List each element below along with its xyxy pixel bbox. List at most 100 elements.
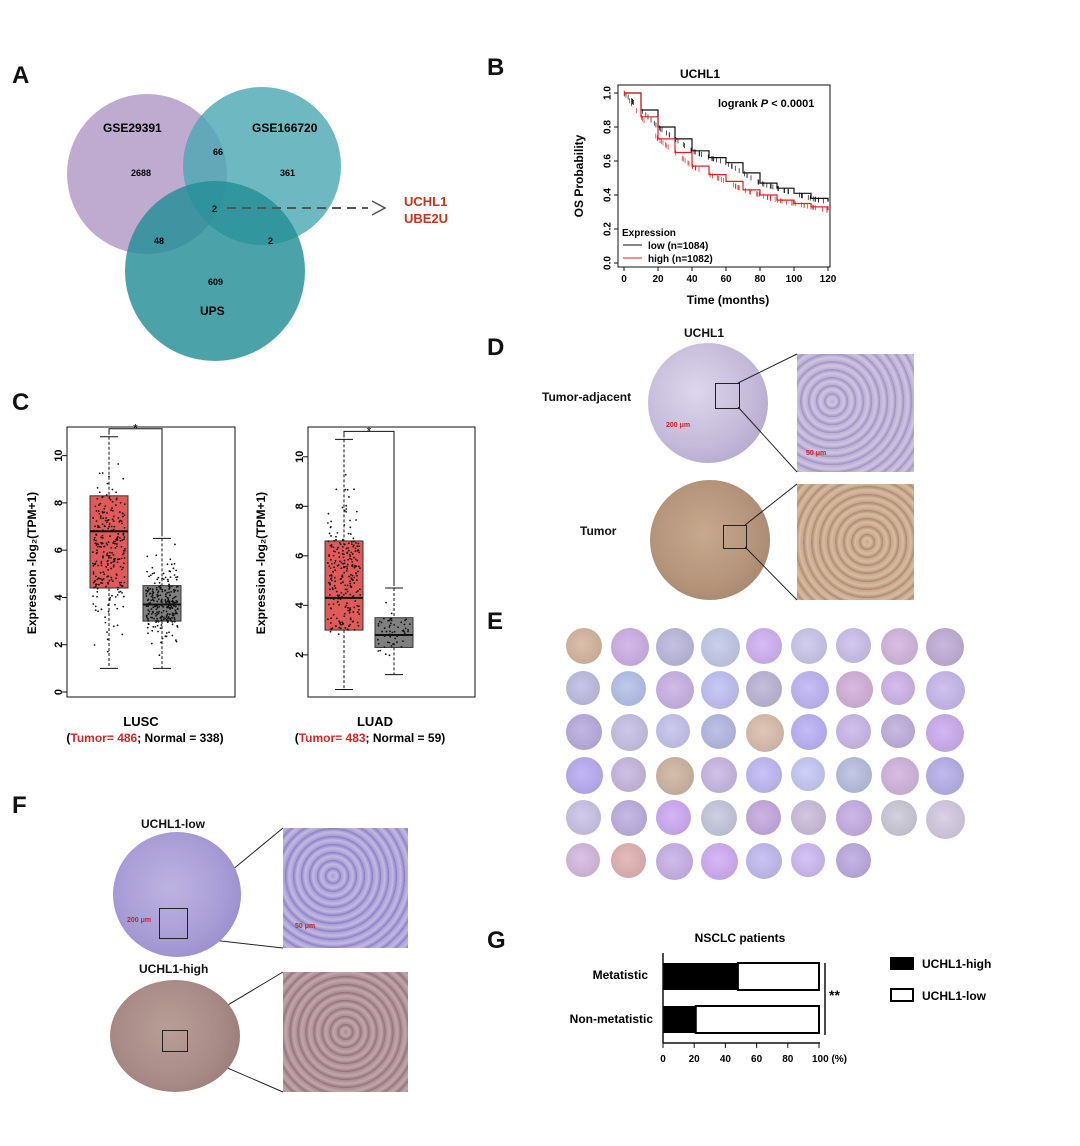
box-point: [95, 544, 98, 546]
box-point: [112, 625, 115, 628]
box-point: [344, 473, 347, 476]
box-point: [97, 564, 100, 567]
km-ytick-label: 0.0: [603, 256, 614, 270]
box-point: [108, 497, 111, 500]
box-point: [114, 504, 117, 507]
box-ytick-label: 10: [294, 451, 306, 463]
box-point: [121, 539, 124, 541]
box-point: [156, 617, 159, 620]
box-point: [349, 623, 352, 626]
arrow-head-icon: [371, 200, 387, 216]
box-ytick-label: 4: [53, 594, 65, 601]
box-point: [174, 601, 176, 604]
box-point: [160, 611, 163, 614]
box-point: [95, 575, 97, 578]
box-point: [167, 604, 170, 607]
box-point: [341, 539, 344, 542]
box-sig-bracket: [343, 430, 395, 586]
box-point: [167, 597, 170, 600]
box-point: [147, 603, 150, 605]
box-point: [93, 536, 96, 539]
panel-label-a: A: [12, 62, 30, 89]
venn-count-c-only: 609: [208, 277, 223, 287]
box-point: [397, 626, 399, 629]
box-point: [329, 588, 331, 591]
box-point: [383, 627, 386, 629]
panel-label-e: E: [487, 608, 504, 635]
luad-caption-rest: ; Normal = 59): [366, 731, 446, 745]
box-point: [337, 594, 340, 597]
box-point: [93, 538, 96, 541]
box-point: [155, 586, 158, 589]
box-point: [121, 512, 124, 515]
legend-label-low: UCHL1-low: [922, 989, 987, 1003]
box-point: [168, 586, 171, 589]
box-point: [172, 605, 175, 607]
box-point: [145, 592, 148, 595]
box-point: [329, 583, 331, 586]
box-point: [97, 510, 100, 512]
box-point: [123, 538, 126, 541]
box-point: [100, 546, 102, 548]
box-point: [165, 615, 168, 618]
tma-core: [566, 757, 604, 795]
box-point: [174, 612, 177, 615]
box-point: [353, 629, 356, 631]
box-point: [176, 601, 178, 604]
box-point: [332, 550, 335, 553]
tma-core: [881, 671, 916, 706]
km-legend-title: Expression: [622, 228, 676, 239]
box-point: [359, 588, 361, 591]
legend-label-high: UCHL1-high: [922, 957, 991, 971]
box-point: [144, 603, 147, 606]
box-point: [156, 611, 158, 614]
tma-core: [611, 843, 646, 878]
box-point: [164, 599, 167, 601]
ihc-d-row-tumor: Tumor: [580, 524, 617, 538]
venn-gene-1: UCHL1: [404, 194, 447, 209]
box-point: [331, 586, 334, 589]
box-point: [155, 614, 157, 617]
box-point: [174, 595, 177, 598]
box-point: [169, 608, 172, 610]
tma-core: [881, 757, 919, 795]
tma-core: [566, 800, 601, 835]
box-point: [404, 619, 406, 622]
box-point: [388, 633, 391, 636]
box-point: [106, 631, 108, 634]
tissue-core-low: [113, 832, 241, 957]
bar-xtick-label: 100 (%): [812, 1054, 847, 1065]
venn-set-label-c: UPS: [200, 304, 225, 318]
box-point: [171, 616, 173, 619]
tma-core: [656, 714, 691, 749]
box-point: [328, 532, 331, 535]
box-point: [99, 515, 102, 517]
box-point: [389, 630, 391, 633]
box-point: [105, 517, 108, 519]
box-point: [332, 613, 335, 616]
box-point: [105, 554, 108, 557]
km-y-ticks: 0.0 0.2 0.4 0.6 0.8 1.0: [603, 86, 618, 270]
km-ytick-label: 0.8: [603, 120, 614, 134]
box-point: [101, 496, 104, 498]
box-point: [119, 539, 122, 542]
box-point: [345, 569, 348, 572]
box-point: [327, 603, 330, 606]
box-point: [109, 598, 111, 601]
box-point: [115, 574, 118, 576]
box-point: [150, 642, 153, 645]
box-point: [167, 616, 170, 619]
box-point: [341, 506, 344, 509]
tma-core: [566, 628, 603, 665]
box-point: [95, 539, 97, 542]
box-point: [176, 589, 179, 592]
box-point: [122, 477, 125, 480]
box-point: [175, 578, 178, 581]
box-point: [116, 624, 119, 627]
box-point: [351, 553, 354, 555]
box-point: [167, 580, 170, 583]
box-ytick-label: 10: [53, 450, 65, 462]
box-point: [103, 507, 106, 510]
box-point: [395, 633, 398, 636]
box-point: [404, 627, 407, 630]
